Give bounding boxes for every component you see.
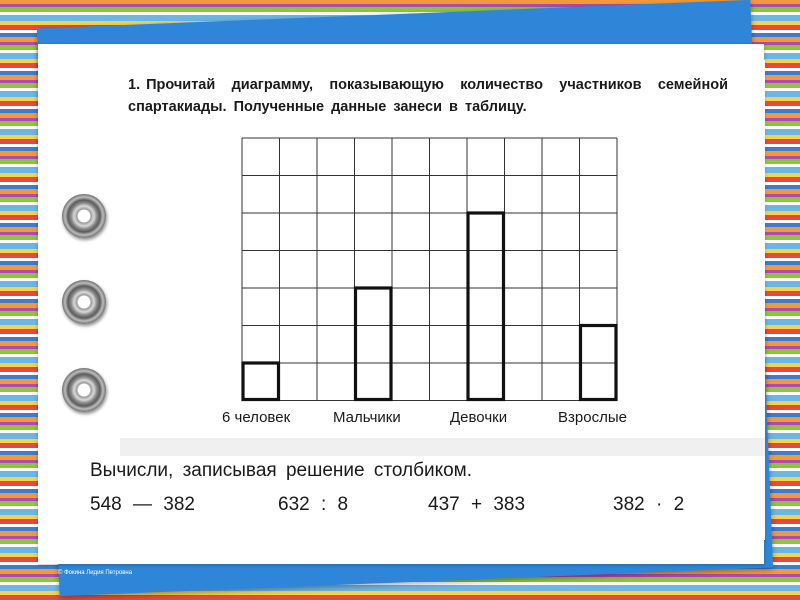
copyright-footer: © Фокина Лидия Петровна — [58, 570, 133, 576]
calculation-task: Вычисли, записывая решение столбиком. 54… — [82, 456, 764, 538]
task-instruction: Прочитай диаграмму, показывающую количес… — [128, 77, 728, 115]
expression: 437 + 383 — [428, 494, 526, 515]
bar-3 — [578, 323, 618, 402]
category-label: Взрослые — [558, 408, 627, 426]
expression: 632 : 8 — [278, 494, 349, 515]
bar-2 — [466, 211, 506, 402]
calc-title: Вычисли, записывая решение столбиком. — [90, 460, 472, 481]
task-text: 1. Прочитай диаграмму, показывающую колич… — [128, 74, 728, 118]
expression: 382 · 2 — [613, 494, 685, 515]
category-label: Мальчики — [333, 408, 401, 426]
category-label: Девочки — [450, 408, 508, 426]
unit-label: 6 человек — [222, 408, 291, 426]
expression: 548 — 382 — [90, 494, 195, 515]
binder-ring-icon — [62, 368, 106, 412]
binder-ring-icon — [62, 280, 106, 324]
task-number: 1. — [128, 77, 141, 93]
binder-ring-icon — [62, 194, 106, 238]
gray-strip — [120, 438, 765, 456]
bar-chart — [241, 137, 618, 402]
unit-bar — [241, 361, 281, 402]
bar-1 — [353, 286, 393, 402]
chart-grid — [241, 137, 618, 401]
